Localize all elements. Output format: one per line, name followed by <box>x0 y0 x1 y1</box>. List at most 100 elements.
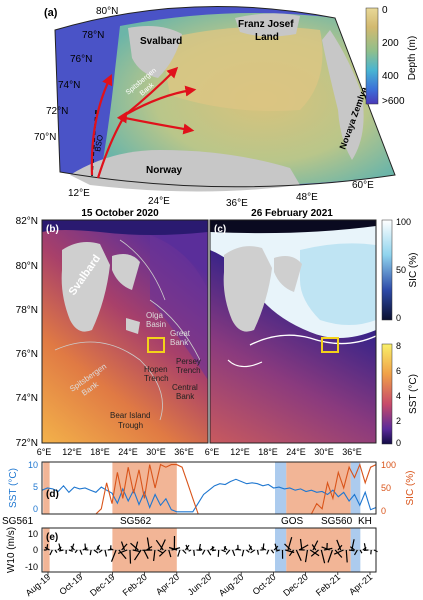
lon-label: 48°E <box>296 192 318 203</box>
wind-stick <box>275 549 280 552</box>
edgeoya-b <box>126 318 140 334</box>
wind-stick <box>188 549 192 552</box>
wind-stick <box>345 549 348 563</box>
label-hopen-2: Trench <box>144 374 169 383</box>
wind-stick <box>295 549 302 561</box>
wind-stick <box>363 543 367 551</box>
deployment-shading-d <box>43 462 361 514</box>
panel-a-tag: (a) <box>44 7 58 19</box>
marginal-ice-c <box>300 243 376 325</box>
sic-tick: 100 <box>381 460 396 470</box>
sic-colorbar <box>381 219 393 321</box>
wind-stick <box>256 549 259 555</box>
time-axis: Aug-19 Oct-19 Dec-19 Feb-20 Apr-20 Jun-20 Aug-… <box>24 572 375 598</box>
wind-stick <box>120 541 125 551</box>
sst-tick: 4 <box>396 391 401 401</box>
wind-stick <box>304 549 309 563</box>
sst-colorbar <box>381 343 393 445</box>
depth-tick: >600 <box>382 96 405 107</box>
nordaustlandet-b <box>112 254 140 290</box>
wind-stick <box>241 549 245 557</box>
wind-stick <box>248 544 253 551</box>
lon-label: 36°E <box>226 198 248 209</box>
deployment-label: KH <box>358 516 372 527</box>
svalbard-land <box>128 26 182 78</box>
wind-stick <box>168 546 178 551</box>
sic-label: SIC (%) <box>408 253 419 288</box>
wind-stick <box>232 549 236 557</box>
x-tick: 6°E <box>37 447 52 457</box>
ice-edge-c <box>227 359 263 368</box>
sic-tick: 0 <box>381 506 386 516</box>
wind-stick <box>171 547 181 551</box>
sst-tick: 5 <box>33 482 38 492</box>
x-tick: 18°E <box>90 447 110 457</box>
sst-tick: 6 <box>396 366 401 376</box>
wind-stick <box>310 549 319 557</box>
wind-stick <box>221 549 227 553</box>
sic-axis-label: SIC (%) <box>405 471 416 506</box>
atlantic-arrow-main <box>96 111 128 179</box>
wind-stick <box>158 549 167 557</box>
lon-label: 12°E <box>68 188 90 199</box>
wind-stick <box>299 538 303 551</box>
sic-tick: 50 <box>381 483 391 493</box>
place-norway: Norway <box>146 165 183 176</box>
wind-stick <box>96 546 100 551</box>
panel-d: (d) 10 5 0 SST (°C) 100 50 0 SIC (%) <box>8 460 416 516</box>
sst-series-line <box>41 478 377 513</box>
atlantic-arrow-east2 <box>124 85 197 116</box>
wind-stick <box>312 540 319 551</box>
y-tick: 74°N <box>16 393 38 404</box>
wind-stick <box>201 549 206 555</box>
wind-stick <box>211 546 214 551</box>
wind-stick <box>84 543 87 551</box>
contour-b <box>54 341 163 421</box>
deployment-label: GOS <box>281 516 304 527</box>
label-persey-1: Persey <box>176 357 201 366</box>
wind-stick <box>68 549 73 552</box>
time-tick-label: Feb-21 <box>314 572 342 598</box>
x-tick: 36°E <box>342 447 362 457</box>
wind-stick <box>132 549 141 553</box>
wind-stick <box>58 549 64 552</box>
wind-stick <box>93 549 99 554</box>
x-tick: 12°E <box>230 447 250 457</box>
panel-c-frame <box>209 219 377 444</box>
label-central-2: Bank <box>176 392 195 401</box>
sst-tick: 10 <box>28 460 38 470</box>
wind-stick <box>153 549 156 561</box>
map-frame <box>54 5 396 188</box>
wind-stick <box>98 549 103 553</box>
label-central-1: Central <box>172 383 198 392</box>
lon-label: 24°E <box>148 196 170 207</box>
wind-stick <box>311 544 317 551</box>
lat-label: 72°N <box>46 106 68 117</box>
wind-stick <box>246 549 250 553</box>
wind-stick <box>104 549 107 557</box>
wind-stick <box>320 549 326 564</box>
wind-stick <box>118 549 127 560</box>
sst-tick: 0 <box>396 438 401 448</box>
y-tick: 82°N <box>16 216 38 227</box>
wind-stick <box>353 549 358 556</box>
svalbard-land-b <box>61 242 110 332</box>
deployment-label: SG562 <box>120 516 152 527</box>
time-tick-label: Apr-20 <box>154 572 181 597</box>
wind-stick <box>129 549 132 564</box>
y-tick: 72°N <box>16 438 38 449</box>
wind-stick <box>110 549 117 562</box>
wind-quiver <box>44 535 378 564</box>
panel-b-frame <box>41 219 209 444</box>
sst-tick: 0 <box>33 504 38 514</box>
time-tick-label: Apr-21 <box>347 572 374 597</box>
deployment-labels: SG561 SG562 GOS SG560 KH <box>2 516 372 527</box>
wind-stick <box>193 549 195 556</box>
wind-stick <box>298 544 309 551</box>
panel-b-tag: (b) <box>46 224 59 235</box>
time-tick-label: Aug-20 <box>217 572 246 598</box>
y-tick: 80°N <box>16 261 38 272</box>
time-tick-label: Feb-20 <box>121 572 149 598</box>
panel-e-tag: (e) <box>46 532 58 543</box>
wind-tick: 0 <box>33 545 38 555</box>
